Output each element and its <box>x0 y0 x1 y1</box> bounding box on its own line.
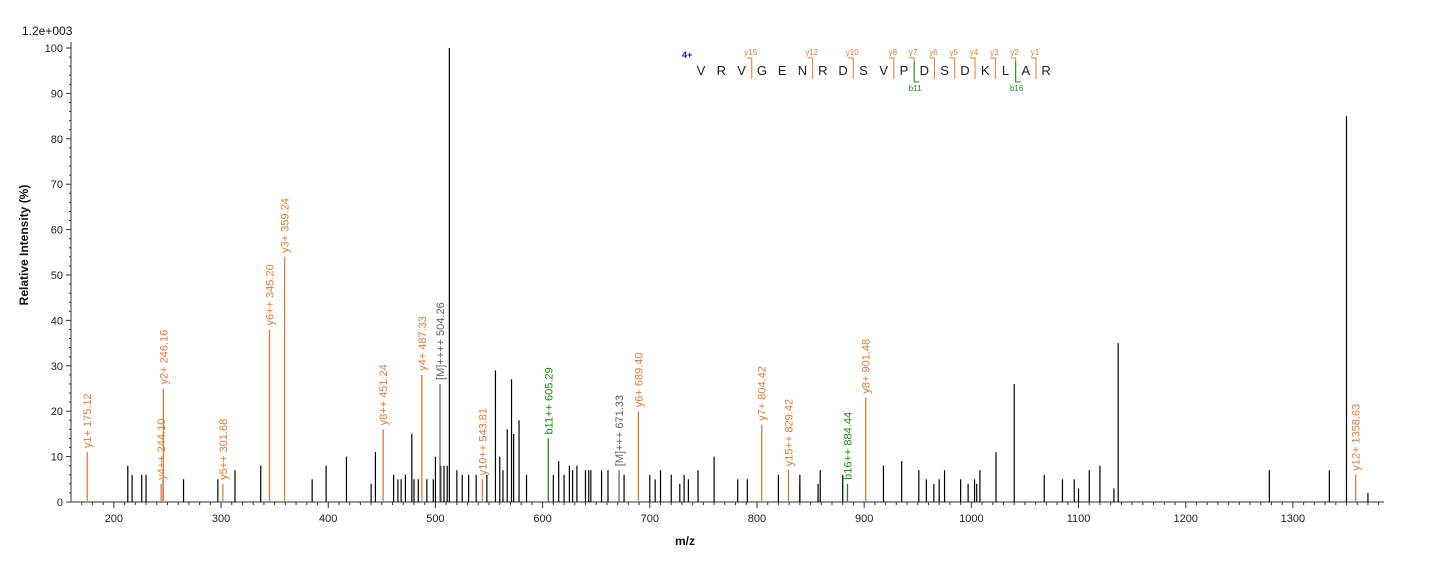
peak-labels-layer: y1+ 175.12 y4++ 244.10 y2+ 246.16 y5++ 301.… <box>82 198 1363 480</box>
x-axis-title: m/z <box>675 534 695 548</box>
b-fragment-bracket <box>913 62 920 83</box>
axes: 0 10 20 30 40 50 60 70 80 90 100 200 300 400 500 600 700… <box>45 42 1384 525</box>
peak-label: y4+ 487.33 <box>417 316 429 371</box>
x-tick-label: 1000 <box>959 513 983 525</box>
y-tick-label: 20 <box>51 406 63 418</box>
peaks-layer <box>86 48 1369 502</box>
sequence-residue: R <box>818 63 827 78</box>
peak-label: y5++ 301.68 <box>218 419 230 480</box>
peak-label: y12+ 1358.63 <box>1351 404 1363 471</box>
sequence-residue: L <box>1002 63 1009 78</box>
x-tick-label: 1300 <box>1281 513 1305 525</box>
sequence-residue: D <box>920 63 929 78</box>
b-fragment-label: b16 <box>1010 84 1024 93</box>
sequence-residue: R <box>717 63 726 78</box>
y-tick-label: 30 <box>51 361 63 373</box>
x-tick-label: 400 <box>319 513 337 525</box>
sequence-residue: D <box>838 63 847 78</box>
y-fragment-bracket <box>949 57 956 79</box>
x-tick-label: 600 <box>533 513 551 525</box>
peak-label: y8++ 451.24 <box>378 364 390 425</box>
y-fragment-label: y12 <box>805 48 818 57</box>
y-fragment-bracket <box>909 57 915 79</box>
y-fragment-label: y7 <box>909 48 918 57</box>
y-axis-title: Relative Intensity (%) <box>17 185 31 306</box>
peak-label: y10++ 543.81 <box>477 408 489 475</box>
y-fragment-bracket <box>990 57 996 79</box>
y-tick-label: 90 <box>51 88 63 100</box>
y-fragment-bracket <box>929 57 935 79</box>
y-fragment-bracket <box>1030 57 1037 79</box>
y-fragment-label: y1 <box>1031 48 1040 57</box>
y-tick-label: 100 <box>45 43 63 55</box>
y-tick-label: 70 <box>51 179 63 191</box>
peak-label: y6++ 345.20 <box>265 264 277 325</box>
sequence-residue: A <box>1021 63 1030 78</box>
sequence-residue: K <box>981 63 990 78</box>
y-fragment-bracket <box>807 57 814 79</box>
peak-label: b16++ 884.44 <box>842 412 854 480</box>
y-tick-label: 40 <box>51 315 63 327</box>
sequence-residue: R <box>1041 63 1050 78</box>
peak-label: y2+ 246.16 <box>158 330 170 385</box>
sequence-residue: P <box>900 63 909 78</box>
y-fragment-label: y5 <box>950 48 959 57</box>
peak-label: [M]++++ 504.26 <box>435 302 447 380</box>
peak-label: y1+ 175.12 <box>82 393 94 448</box>
b-fragment-label: b11 <box>909 84 922 93</box>
y-fragment-label: y10 <box>846 48 859 57</box>
x-tick-label: 900 <box>855 513 873 525</box>
y-fragment-label: y15 <box>744 48 757 57</box>
b-fragment-bracket <box>1015 62 1021 83</box>
sequence-residue: V <box>697 63 706 78</box>
x-tick-label: 1100 <box>1067 513 1091 525</box>
peak-label: b11++ 605.29 <box>543 367 555 434</box>
peak-label: y4++ 244.10 <box>156 419 168 480</box>
y-tick-label: 50 <box>51 270 63 282</box>
y-tick-label: 0 <box>57 497 63 509</box>
y-tick-label: 80 <box>51 134 63 146</box>
x-tick-label: 300 <box>212 513 230 525</box>
y-fragment-bracket <box>746 57 753 79</box>
x-tick-label: 800 <box>748 513 766 525</box>
sequence-residue: D <box>960 63 969 78</box>
sequence-residue: E <box>778 63 787 78</box>
peak-label: y15++ 829.42 <box>784 399 796 466</box>
peak-label: [M]+++ 671.33 <box>614 395 626 466</box>
y-fragment-label: y2 <box>1010 48 1019 57</box>
sequence-residue: G <box>757 63 767 78</box>
x-tick-label: 700 <box>641 513 659 525</box>
x-tick-label: 1200 <box>1173 513 1197 525</box>
sequence-residue: S <box>940 63 949 78</box>
peak-label: y8+ 901.48 <box>861 339 873 394</box>
peak-label: y6+ 689.40 <box>633 352 645 407</box>
y-fragment-label: y8 <box>889 48 898 57</box>
y-fragment-bracket <box>1010 57 1017 79</box>
y-tick-label: 10 <box>51 452 63 464</box>
peak-label: y3+ 359.24 <box>280 198 292 253</box>
y-fragment-bracket <box>848 57 854 79</box>
y-fragment-label: y3 <box>990 48 999 57</box>
y-fragment-bracket <box>970 57 976 79</box>
intensity-scale-label: 1.2e+003 <box>22 24 73 38</box>
sequence-residue: V <box>737 63 746 78</box>
charge-state-label: 4+ <box>682 50 692 60</box>
peak-label: y7+ 804.42 <box>757 366 769 421</box>
y-fragment-label: y4 <box>970 48 979 57</box>
sequence-residue: V <box>879 63 888 78</box>
x-tick-label: 200 <box>105 513 123 525</box>
sequence-residue: N <box>798 63 807 78</box>
sequence-residue: S <box>859 63 868 78</box>
y-tick-label: 60 <box>51 225 63 237</box>
y-fragment-bracket <box>888 57 895 79</box>
x-tick-label: 500 <box>426 513 444 525</box>
y-fragment-label: y6 <box>929 48 938 57</box>
